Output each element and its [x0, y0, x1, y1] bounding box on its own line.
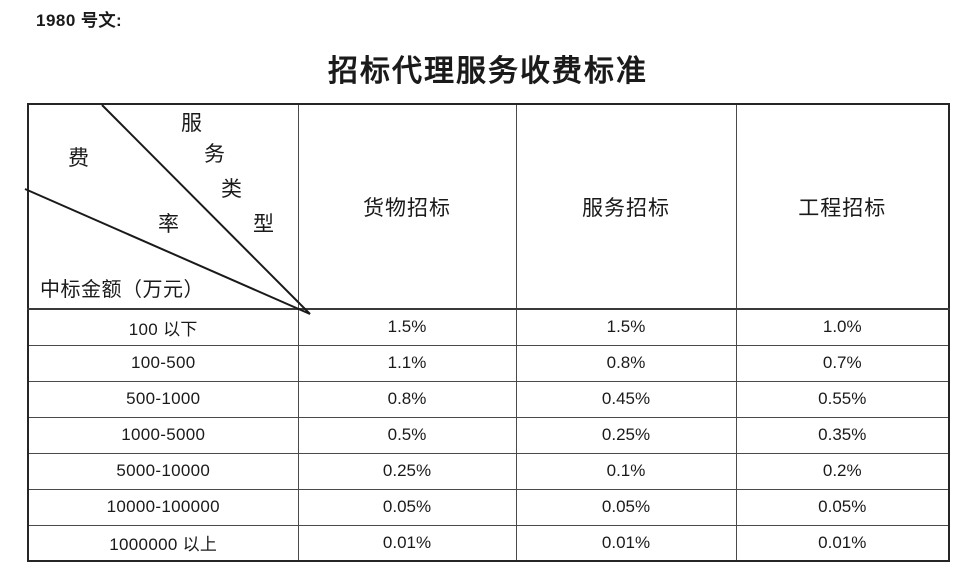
corner-amount-label: 中标金额（万元） — [40, 279, 204, 301]
rate-cell: 0.45% — [515, 380, 737, 418]
page-title: 招标代理服务收费标准 — [328, 55, 648, 88]
rate-cell: 1.5% — [297, 308, 517, 346]
rate-cell: 0.5% — [297, 416, 517, 454]
rate-cell: 0.8% — [297, 380, 517, 418]
table-row: 10000-100000 0.05% 0.05% 0.05% — [27, 488, 950, 526]
rate-cell: 0.35% — [735, 416, 950, 454]
table-row: 100 以下 1.5% 1.5% 1.0% — [27, 308, 950, 346]
corner-cell-content: 服 务 类 型 费 率 中标金额（万元） — [24, 104, 311, 315]
row-label-cell: 10000-100000 — [27, 488, 299, 526]
table-header-row: 服 务 类 型 费 率 中标金额（万元） 货物招标 服务招标 工程招标 — [24, 103, 950, 315]
fee-standard-table: 服 务 类 型 费 率 中标金额（万元） 货物招标 服务招标 工程招标 100 … — [24, 103, 950, 562]
row-label-cell: 1000-5000 — [27, 416, 299, 454]
diagonal-divider-lines — [24, 104, 311, 315]
rate-cell: 0.01% — [515, 524, 737, 562]
table-row: 1000000 以上 0.01% 0.01% 0.01% — [27, 524, 950, 562]
corner-header-cell: 服 务 类 型 费 率 中标金额（万元） — [24, 103, 311, 315]
rate-cell: 0.25% — [515, 416, 737, 454]
rate-cell: 1.0% — [735, 308, 950, 346]
corner-fee-rate-char-1: 费 — [68, 146, 90, 170]
column-header-engineering-bidding: 工程招标 — [735, 103, 950, 310]
table-row: 500-1000 0.8% 0.45% 0.55% — [27, 380, 950, 418]
rate-cell: 0.55% — [735, 380, 950, 418]
column-header-goods-bidding: 货物招标 — [297, 103, 517, 310]
row-label-cell: 500-1000 — [27, 380, 299, 418]
table-row: 5000-10000 0.25% 0.1% 0.2% — [27, 452, 950, 490]
rate-cell: 0.1% — [515, 452, 737, 490]
rate-cell: 1.5% — [515, 308, 737, 346]
row-label-cell: 100 以下 — [27, 308, 299, 346]
rate-cell: 0.05% — [297, 488, 517, 526]
rate-cell: 0.2% — [735, 452, 950, 490]
row-label-cell: 5000-10000 — [27, 452, 299, 490]
rate-cell: 0.01% — [735, 524, 950, 562]
corner-service-type-char-4: 型 — [253, 212, 275, 236]
doc-number: 1980 号文: — [36, 11, 123, 30]
row-label-cell: 100-500 — [27, 344, 299, 382]
rate-cell: 1.1% — [297, 344, 517, 382]
corner-service-type-char-1: 服 — [181, 111, 203, 135]
rate-cell: 0.05% — [735, 488, 950, 526]
rate-cell: 0.01% — [297, 524, 517, 562]
column-header-service-bidding: 服务招标 — [515, 103, 737, 310]
table-row: 100-500 1.1% 0.8% 0.7% — [27, 344, 950, 382]
corner-fee-rate-char-2: 率 — [158, 212, 180, 236]
row-label-cell: 1000000 以上 — [27, 524, 299, 562]
rate-cell: 0.7% — [735, 344, 950, 382]
corner-service-type-char-2: 务 — [204, 142, 226, 166]
rate-cell: 0.25% — [297, 452, 517, 490]
table-row: 1000-5000 0.5% 0.25% 0.35% — [27, 416, 950, 454]
rate-cell: 0.05% — [515, 488, 737, 526]
corner-service-type-char-3: 类 — [221, 177, 243, 201]
rate-cell: 0.8% — [515, 344, 737, 382]
